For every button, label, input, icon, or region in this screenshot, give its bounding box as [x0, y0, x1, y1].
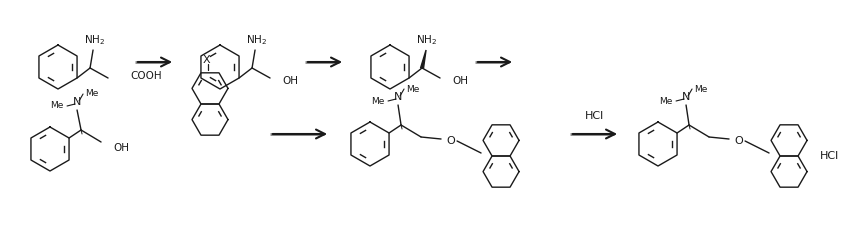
Text: Me: Me: [694, 85, 706, 93]
Text: COOH: COOH: [130, 71, 162, 81]
Text: X: X: [202, 55, 210, 65]
Text: Me: Me: [658, 96, 671, 105]
Text: Me: Me: [85, 90, 98, 98]
Text: NH$_2$: NH$_2$: [246, 33, 268, 47]
Polygon shape: [420, 50, 425, 68]
Text: HCl: HCl: [584, 111, 604, 121]
Text: N: N: [681, 92, 689, 102]
Text: OH: OH: [113, 143, 129, 153]
Text: HCl: HCl: [819, 151, 838, 161]
Text: Me: Me: [49, 101, 63, 111]
Text: Me: Me: [406, 85, 419, 93]
Text: O: O: [734, 136, 743, 146]
Text: O: O: [446, 136, 455, 146]
Text: Me: Me: [371, 96, 383, 105]
Text: N: N: [394, 92, 402, 102]
Text: OH: OH: [452, 76, 468, 86]
Text: NH$_2$: NH$_2$: [416, 33, 437, 47]
Text: N: N: [72, 97, 81, 107]
Text: NH$_2$: NH$_2$: [84, 33, 106, 47]
Text: OH: OH: [282, 76, 297, 86]
